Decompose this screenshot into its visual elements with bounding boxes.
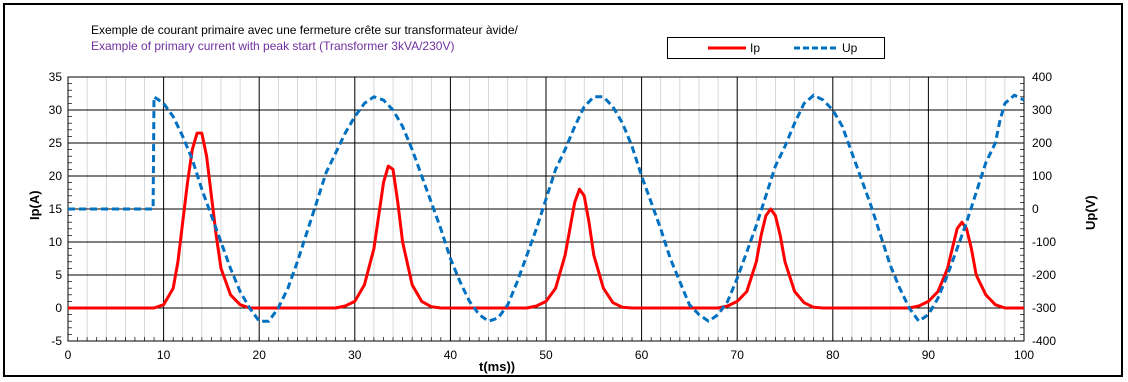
legend-label-up: Up [842,41,858,55]
x-tick-label: 100 [1014,348,1034,362]
y2-tick-label: 400 [1032,70,1052,84]
y-tick-label: -5 [51,334,62,348]
series-line-ip [68,131,1024,310]
y2-tick-label: 100 [1032,169,1052,183]
legend-item-up: Up [792,40,872,56]
y-tick-label: 15 [49,202,63,216]
x-tick-label: 40 [444,348,458,362]
y2-tick-label: -100 [1032,235,1056,249]
y-tick-label: 5 [55,268,62,282]
x-tick-label: 90 [922,348,936,362]
y2-tick-label: 0 [1032,202,1039,216]
x-tick-label: 20 [253,348,267,362]
chart-subtitle: Example of primary current with peak sta… [91,39,455,53]
series-line-up [68,93,1025,323]
legend-swatch-ip [708,46,746,50]
legend-item-ip: Ip [706,40,766,56]
legend: Ip Up [667,37,885,59]
y2-tick-label: -400 [1032,334,1056,348]
y-tick-label: 30 [49,103,63,117]
y-tick-label: 20 [49,169,63,183]
chart-svg: 0 10 20 30 40 50 60 70 80 90 100-505101520253035-4… [49,70,1057,362]
x-tick-label: 0 [65,348,72,362]
x-tick-label: 70 [731,348,745,362]
y-tick-label: 25 [49,136,63,150]
legend-swatch-up [794,46,838,50]
y2-tick-label: -300 [1032,301,1056,315]
x-tick-label: 50 [539,348,553,362]
x-tick-label: 10 [157,348,171,362]
x-tick-label: 30 [348,348,362,362]
x-axis-title: t(ms)) [479,359,516,374]
y-tick-label: 35 [49,70,63,84]
y-tick-label: 10 [49,235,63,249]
y2-tick-label: -200 [1032,268,1056,282]
y2-tick-label: 200 [1032,136,1052,150]
x-tick-label: 60 [635,348,649,362]
y2-tick-label: 300 [1032,103,1052,117]
chart-title: Exemple de courant primaire avec une fer… [91,23,518,37]
x-tick-label: 80 [826,348,840,362]
y-tick-label: 0 [55,301,62,315]
legend-label-ip: Ip [750,41,761,55]
chart-frame: Exemple de courant primaire avec une fer… [3,3,1123,377]
